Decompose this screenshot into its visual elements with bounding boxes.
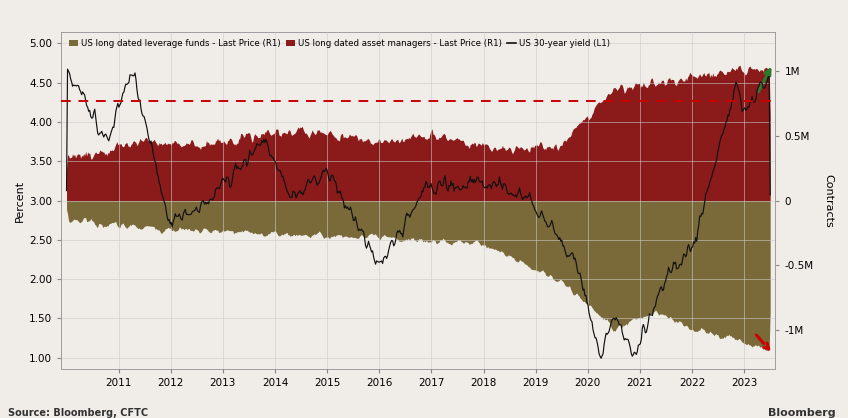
Y-axis label: Percent: Percent (15, 179, 25, 222)
Y-axis label: Contracts: Contracts (823, 173, 833, 227)
Legend: US long dated leverage funds - Last Price (R1), US long dated asset managers - L: US long dated leverage funds - Last Pric… (65, 36, 613, 52)
Text: Bloomberg: Bloomberg (767, 408, 835, 418)
Text: Source: Bloomberg, CFTC: Source: Bloomberg, CFTC (8, 408, 148, 418)
